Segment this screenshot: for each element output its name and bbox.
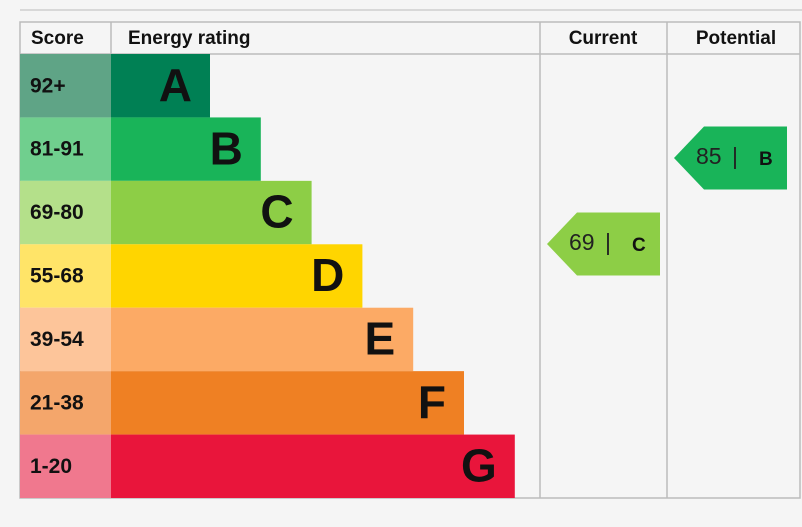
score-cell xyxy=(20,117,111,181)
score-label: 1-20 xyxy=(30,455,72,478)
potential-separator: | xyxy=(732,143,738,169)
score-label: 55-68 xyxy=(30,265,84,288)
rating-letter: B xyxy=(210,122,243,174)
rating-bar xyxy=(111,180,312,245)
rating-bar xyxy=(111,434,515,498)
rating-bar xyxy=(111,307,414,372)
score-label: 69-80 xyxy=(30,201,84,224)
score-label: 92+ xyxy=(30,74,66,97)
rating-letter: F xyxy=(418,376,446,428)
current-rating: C xyxy=(632,235,646,256)
score-label: 21-38 xyxy=(30,391,84,414)
current-arrow xyxy=(547,212,660,276)
potential-arrow xyxy=(674,126,787,190)
score-cell xyxy=(20,434,111,498)
header-energy-rating: Energy rating xyxy=(128,28,250,49)
rating-bar xyxy=(111,244,363,308)
rating-bar xyxy=(111,117,261,181)
score-cell xyxy=(20,371,111,435)
rating-letter: G xyxy=(461,439,497,491)
potential-rating: B xyxy=(759,149,773,170)
score-cell xyxy=(20,244,111,308)
potential-value: 85 xyxy=(696,143,722,169)
current-value: 69 xyxy=(569,229,595,255)
rating-letter: A xyxy=(159,59,192,111)
score-cell xyxy=(20,307,111,372)
score-cell xyxy=(20,180,111,245)
score-label: 39-54 xyxy=(30,328,84,351)
score-label: 81-91 xyxy=(30,138,84,161)
rating-letter: C xyxy=(260,186,293,238)
score-cell xyxy=(20,54,111,118)
current-separator: | xyxy=(605,229,611,255)
rating-bar xyxy=(111,371,464,435)
rating-letter: E xyxy=(365,313,396,365)
header-current: Current xyxy=(569,28,638,49)
header-score: Score xyxy=(31,28,84,49)
rating-bar xyxy=(111,54,210,118)
rating-letter: D xyxy=(311,249,344,301)
header-potential: Potential xyxy=(696,28,776,49)
